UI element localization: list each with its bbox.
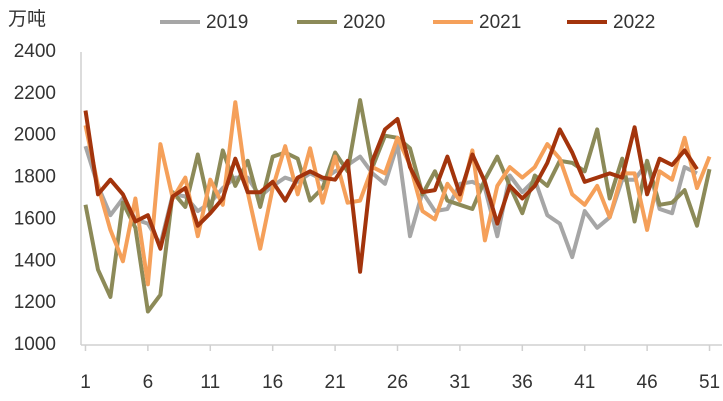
y-tick-label: 2400	[14, 41, 56, 62]
x-tick-label: 46	[637, 372, 658, 393]
x-tick-label: 41	[574, 372, 595, 393]
x-tick-label: 16	[262, 372, 283, 393]
legend-label: 2021	[479, 12, 521, 33]
x-tick-label: 31	[449, 372, 470, 393]
x-tick-label: 11	[200, 372, 220, 393]
x-tick-label: 51	[699, 372, 720, 393]
y-tick-label: 1800	[14, 167, 56, 188]
y-tick-label: 1000	[14, 334, 56, 355]
y-tick-label: 2000	[14, 125, 56, 146]
x-tick-label: 26	[387, 372, 408, 393]
x-tick-label: 36	[512, 372, 533, 393]
x-tick-label: 1	[80, 372, 91, 393]
y-axis-label: 万吨	[8, 8, 46, 30]
series-line	[83, 110, 699, 274]
legend-label: 2019	[206, 12, 248, 33]
y-tick-label: 2200	[14, 83, 56, 104]
legend-label: 2020	[343, 12, 385, 33]
y-tick-label: 1200	[14, 292, 56, 313]
legend-label: 2022	[613, 12, 655, 33]
y-tick-label: 1600	[14, 208, 56, 229]
y-tick-label: 1400	[14, 250, 56, 271]
x-tick-label: 21	[325, 372, 346, 393]
x-tick-label: 6	[143, 372, 154, 393]
series-line	[83, 98, 712, 314]
